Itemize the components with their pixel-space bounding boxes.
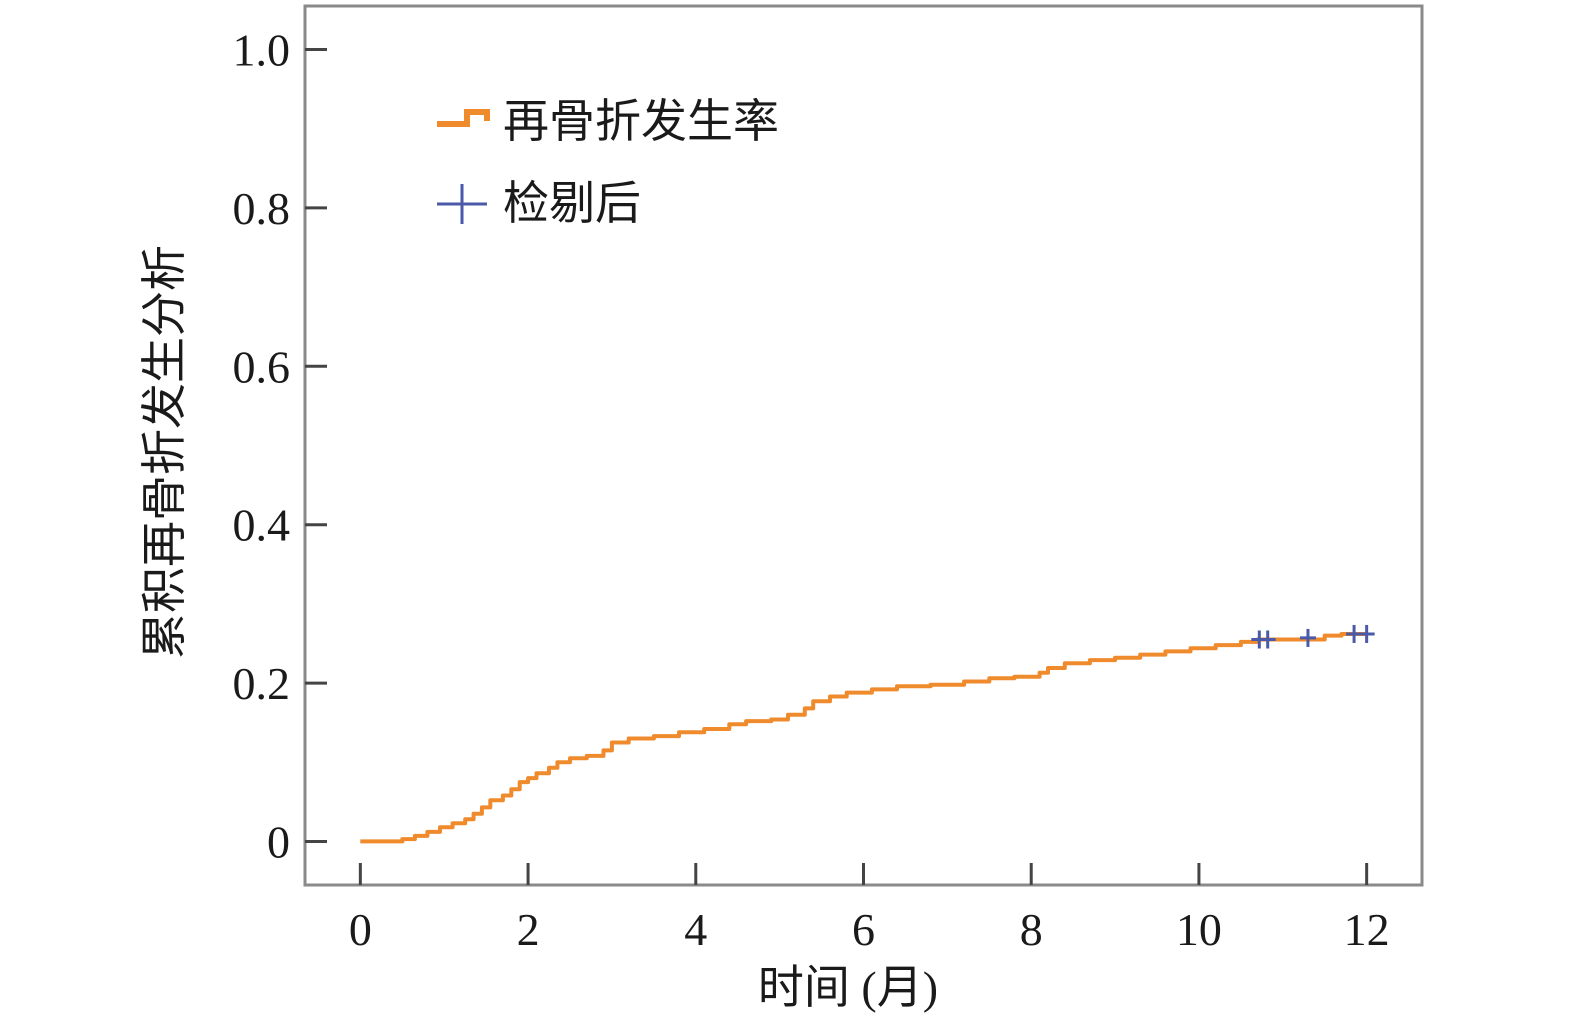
legend-plus-icon xyxy=(437,184,487,224)
legend-label-refracture-rate: 再骨折发生率 xyxy=(503,96,779,147)
legend-step-line-icon xyxy=(437,112,487,124)
x-axis-title: 时间 (月) xyxy=(758,962,938,1013)
y-axis: 0 0.2 0.4 0.6 0.8 1.0 xyxy=(233,25,328,868)
y-tick-label: 0.4 xyxy=(233,500,291,551)
y-tick-label: 0.6 xyxy=(233,341,291,392)
x-tick-label: 4 xyxy=(684,904,707,955)
y-tick-label: 0 xyxy=(267,816,290,867)
x-tick-label: 12 xyxy=(1344,904,1390,955)
y-axis-title: 累积再骨折发生分析 xyxy=(139,245,190,659)
x-tick-label: 0 xyxy=(349,904,372,955)
series-layer xyxy=(360,625,1374,841)
series-line-refracture-rate xyxy=(360,634,1366,841)
x-tick-label: 8 xyxy=(1020,904,1043,955)
x-tick-label: 6 xyxy=(852,904,875,955)
censor-mark xyxy=(1359,625,1375,643)
y-tick-label: 1.0 xyxy=(233,25,291,76)
x-axis: 0 2 4 6 8 10 12 xyxy=(349,863,1390,955)
x-tick-label: 2 xyxy=(517,904,540,955)
x-tick-label: 10 xyxy=(1176,904,1222,955)
y-tick-label: 0.8 xyxy=(233,183,291,234)
censor-mark xyxy=(1260,631,1276,649)
plot-frame xyxy=(305,6,1422,885)
legend-label-censored: 检剔后 xyxy=(503,178,641,229)
legend: 再骨折发生率 检剔后 xyxy=(437,96,779,229)
censor-mark xyxy=(1300,629,1316,647)
y-tick-label: 0.2 xyxy=(233,658,291,709)
